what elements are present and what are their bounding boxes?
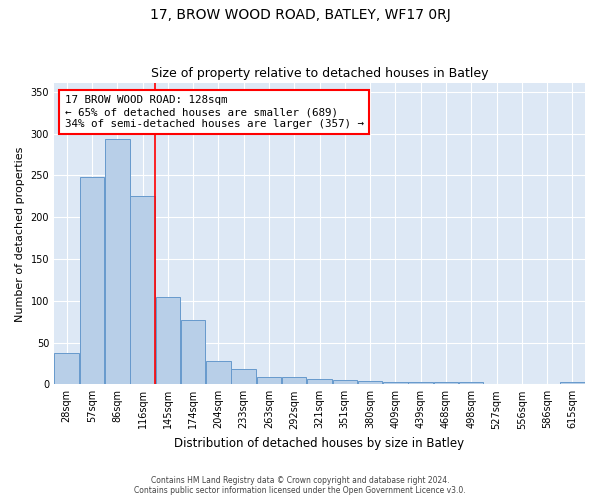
Bar (332, 380, 357, 384)
Y-axis label: Number of detached properties: Number of detached properties (15, 146, 25, 322)
Bar (434, 382, 458, 384)
Bar (459, 382, 484, 384)
Bar (383, 382, 407, 384)
Text: Contains HM Land Registry data © Crown copyright and database right 2024.
Contai: Contains HM Land Registry data © Crown c… (134, 476, 466, 495)
Bar (409, 382, 433, 384)
X-axis label: Distribution of detached houses by size in Batley: Distribution of detached houses by size … (175, 437, 464, 450)
Text: 17, BROW WOOD ROAD, BATLEY, WF17 0RJ: 17, BROW WOOD ROAD, BATLEY, WF17 0RJ (149, 8, 451, 22)
Bar (206, 361, 230, 384)
Bar (307, 380, 332, 384)
Bar (130, 196, 155, 384)
Bar (232, 370, 256, 384)
Text: 17 BROW WOOD ROAD: 128sqm
← 65% of detached houses are smaller (689)
34% of semi: 17 BROW WOOD ROAD: 128sqm ← 65% of detac… (65, 96, 364, 128)
Bar (181, 320, 205, 384)
Bar (358, 381, 382, 384)
Bar (282, 377, 307, 384)
Bar (155, 298, 180, 384)
Title: Size of property relative to detached houses in Batley: Size of property relative to detached ho… (151, 66, 488, 80)
Bar (560, 382, 584, 384)
Bar (105, 140, 130, 384)
Bar (80, 177, 104, 384)
Bar (257, 377, 281, 384)
Bar (55, 352, 79, 384)
